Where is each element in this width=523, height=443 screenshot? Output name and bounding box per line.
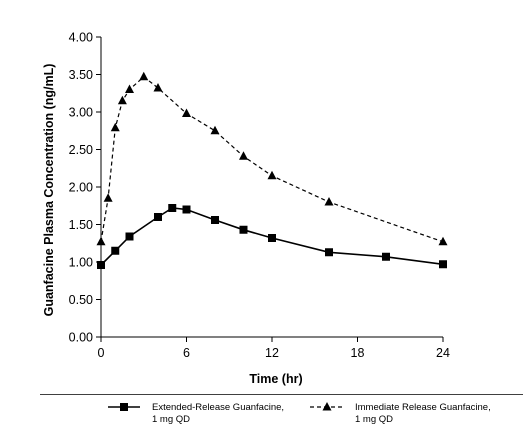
legend-label-line2: 1 mg QD: [152, 414, 190, 425]
legend-marker: [120, 403, 128, 411]
data-point: [125, 232, 134, 241]
data-point: [103, 193, 113, 202]
y-tick-label: 1.50: [69, 218, 93, 232]
legend-marker: [322, 402, 332, 411]
data-point: [182, 205, 191, 214]
data-point: [268, 234, 276, 242]
x-tick-label: 0: [98, 346, 105, 360]
data-point: [117, 95, 127, 105]
y-tick-label: 2.00: [69, 181, 93, 195]
data-point: [325, 248, 333, 257]
x-tick-label: 6: [183, 346, 190, 360]
data-point: [239, 225, 248, 234]
legend-label-line2: 1 mg QD: [355, 414, 393, 425]
data-point: [153, 83, 163, 92]
data-point: [154, 213, 162, 221]
data-point: [139, 71, 149, 81]
y-tick-label: 3.00: [69, 106, 93, 120]
y-tick-label: 2.50: [69, 143, 93, 157]
data-point: [210, 125, 220, 135]
data-point: [324, 197, 334, 206]
legend-item: Extended-Release Guanfacine,1 mg QD: [108, 402, 284, 425]
legend-label: Immediate Release Guanfacine,: [355, 402, 491, 413]
y-tick-label: 4.00: [69, 31, 93, 45]
y-tick-label: 0.50: [69, 293, 93, 307]
data-point: [168, 204, 177, 212]
series-layer: [96, 71, 448, 269]
x-tick-label: 24: [436, 346, 450, 360]
y-tick-label: 0.00: [69, 331, 93, 345]
series-line: [100, 76, 444, 243]
series-extended-release: [97, 204, 447, 269]
data-point: [211, 216, 219, 224]
legend-label: Extended-Release Guanfacine,: [152, 402, 284, 413]
y-axis-title: Guanfacine Plasma Concentration (ng/mL): [42, 64, 56, 317]
data-point: [96, 236, 106, 246]
y-tick-label: 1.00: [69, 256, 93, 270]
x-tick-label: 18: [351, 346, 365, 360]
legend: Extended-Release Guanfacine,1 mg QDImmed…: [108, 402, 491, 425]
x-axis-title: Time (hr): [249, 372, 302, 386]
data-point: [438, 236, 448, 246]
data-point: [239, 151, 248, 160]
data-point: [125, 84, 134, 93]
axes: 0.00 0.50 1.00 1.50 2.00 2.50 3.00 3.50 4.00 0 6 12…: [69, 31, 450, 361]
data-point: [97, 261, 105, 269]
data-point: [267, 170, 277, 180]
data-point: [182, 108, 191, 117]
data-point: [382, 252, 390, 261]
data-point: [110, 122, 120, 132]
data-point: [111, 246, 120, 255]
data-point: [439, 260, 447, 269]
y-tick-label: 3.50: [69, 68, 93, 82]
x-tick-label: 12: [265, 346, 279, 360]
series-immediate-release: [96, 71, 448, 246]
legend-item: Immediate Release Guanfacine,1 mg QD: [310, 402, 491, 425]
